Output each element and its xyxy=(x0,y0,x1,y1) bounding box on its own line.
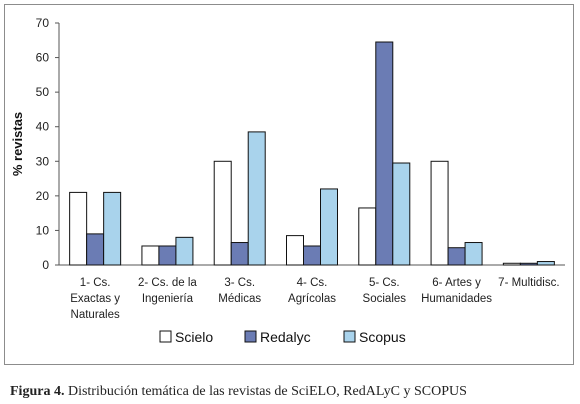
y-tick-label: 70 xyxy=(36,16,50,30)
figure-caption: Figura 4. Distribución temática de las r… xyxy=(10,384,570,400)
y-tick-label: 60 xyxy=(36,51,50,65)
bars xyxy=(69,41,555,266)
bar xyxy=(502,262,521,266)
legend-label: Scopus xyxy=(359,329,406,345)
x-tick-label: 1- Cs. xyxy=(80,277,111,289)
y-tick-labels: 0 10 20 30 40 50 60 70 xyxy=(36,16,50,272)
bar xyxy=(69,191,88,266)
x-tick-label: Ingeniería xyxy=(142,293,194,305)
bar xyxy=(303,245,321,266)
bar xyxy=(247,131,266,266)
bar xyxy=(286,235,304,266)
bar xyxy=(141,245,160,266)
bar xyxy=(392,162,411,266)
bar xyxy=(375,41,394,266)
bar-chart: 0 10 20 30 40 50 60 70 1- Cs. Exactas y Naturales… xyxy=(10,16,565,345)
y-tick-label: 30 xyxy=(36,154,50,168)
caption-text: Distribución temática de las revistas de… xyxy=(64,384,467,399)
x-tick-label: Naturales xyxy=(71,309,120,321)
y-tick-label: 0 xyxy=(42,258,49,272)
bar xyxy=(175,236,194,266)
bar xyxy=(230,242,249,266)
bar xyxy=(158,245,177,266)
chart-frame: 0 10 20 30 40 50 60 70 1- Cs. Exactas y Naturales… xyxy=(4,4,574,365)
y-tick-label: 40 xyxy=(36,120,50,134)
x-tick-label: Exactas y xyxy=(70,293,120,305)
x-tick-label: 2- Cs. de la xyxy=(138,277,197,289)
x-tick-label: Agrícolas xyxy=(288,293,336,305)
caption-label: Figura 4. xyxy=(10,384,65,399)
x-tick-label: Médicas xyxy=(218,293,261,305)
x-tick-label: Humanidades xyxy=(421,293,492,305)
bar xyxy=(320,188,338,266)
x-tick-label: 5- Cs. xyxy=(369,277,400,289)
bar xyxy=(447,247,466,266)
y-axis-label: % revistas xyxy=(10,112,25,176)
axes xyxy=(55,22,565,266)
bar xyxy=(464,242,483,266)
x-tick-label: 7- Multidisc. xyxy=(498,277,559,289)
x-tick-label: 4- Cs. xyxy=(297,277,328,289)
bar xyxy=(86,233,105,266)
bar xyxy=(103,191,122,266)
legend-label: Scielo xyxy=(175,329,213,345)
x-tick-labels: 1- Cs. Exactas y Naturales 2- Cs. de la Inge… xyxy=(70,277,559,321)
bar xyxy=(519,262,538,266)
legend-swatch xyxy=(159,330,172,343)
bar xyxy=(358,207,377,266)
x-tick-label: Sociales xyxy=(363,293,407,305)
bar xyxy=(213,160,232,266)
y-tick-label: 10 xyxy=(36,223,50,237)
legend: Scielo Redalyc Scopus xyxy=(159,329,406,345)
legend-swatch xyxy=(244,330,257,343)
y-tick-label: 20 xyxy=(36,189,50,203)
y-tick-label: 50 xyxy=(36,85,50,99)
x-tick-label: 3- Cs. xyxy=(224,277,255,289)
legend-label: Redalyc xyxy=(260,329,311,345)
legend-swatch xyxy=(343,330,356,343)
bar xyxy=(536,261,555,266)
bar xyxy=(430,160,449,266)
x-tick-label: 6- Artes y xyxy=(432,277,481,289)
